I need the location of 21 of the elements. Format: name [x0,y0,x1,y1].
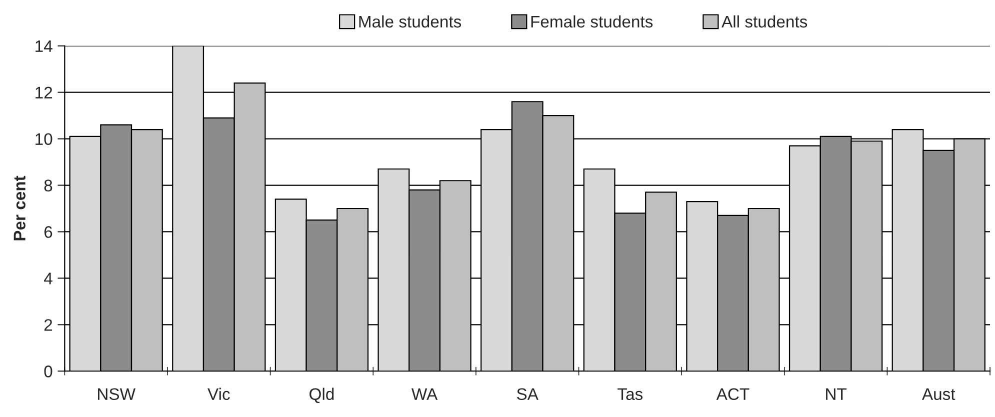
x-tick-label: ACT [716,388,750,400]
x-tick-label: NSW [98,388,136,400]
y-tick-label: 10 [36,133,52,146]
x-tick-label: Tas [618,388,643,400]
y-tick-label: 4 [44,272,52,284]
y-tick-label: 14 [36,40,52,52]
x-tick-label: NT [826,388,847,400]
y-tick-label: 12 [36,86,52,98]
y-axis-title: Per cent [14,176,26,240]
y-tick-label: 6 [44,226,52,238]
legend-label: Female students [531,15,653,28]
x-tick-label: Aust [922,388,956,400]
x-tick-label: SA [516,388,538,400]
x-tick-label: WA [411,388,438,400]
y-tick-label: 2 [44,319,52,331]
y-tick-label: 0 [44,366,52,378]
y-tick-label: 8 [44,180,52,192]
legend-label: Male students [359,15,462,28]
x-tick-label: Vic [208,388,230,400]
x-tick-label: Qld [310,388,334,404]
legend-label: All students [722,15,808,28]
